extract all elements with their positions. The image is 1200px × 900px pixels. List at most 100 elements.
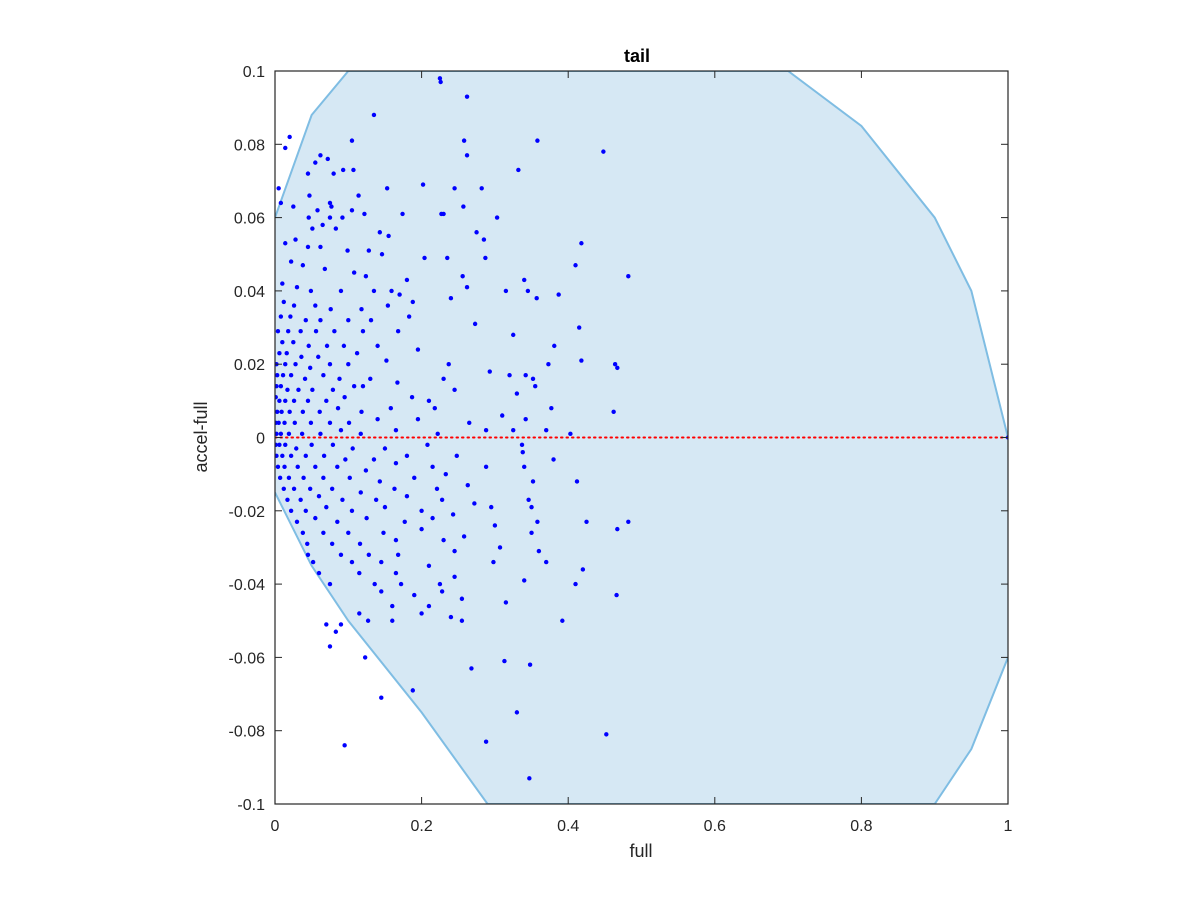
data-point — [351, 167, 356, 173]
data-point — [393, 460, 399, 466]
data-point — [338, 288, 344, 294]
data-point — [446, 362, 451, 367]
data-point — [360, 329, 366, 334]
data-point — [279, 409, 284, 415]
data-point — [337, 376, 342, 382]
data-point — [435, 431, 440, 437]
data-point — [362, 655, 368, 660]
data-point — [516, 167, 521, 173]
data-point — [280, 281, 285, 286]
data-point — [275, 464, 281, 470]
data-point — [306, 215, 311, 220]
data-point — [329, 541, 335, 546]
data-point — [573, 263, 578, 268]
data-point — [425, 442, 430, 448]
data-point — [313, 303, 318, 308]
data-point — [324, 398, 329, 404]
region-upper-boundary — [275, 71, 1008, 438]
data-point — [318, 153, 323, 158]
data-point — [479, 186, 484, 191]
data-point — [351, 383, 357, 389]
data-point — [511, 427, 516, 433]
data-point — [626, 519, 631, 524]
data-point — [441, 537, 446, 543]
data-point — [275, 409, 280, 415]
data-point — [461, 534, 467, 539]
data-point — [356, 193, 361, 198]
data-point — [448, 614, 454, 620]
data-point — [522, 464, 527, 470]
data-point — [530, 479, 536, 484]
data-point — [497, 545, 503, 550]
data-point — [357, 541, 363, 546]
data-point — [275, 383, 279, 389]
data-point — [275, 442, 278, 448]
data-point — [535, 519, 540, 524]
data-point — [448, 296, 454, 301]
data-point — [324, 622, 329, 627]
shaded-region — [275, 71, 1008, 804]
data-point — [422, 255, 427, 261]
data-point — [464, 285, 470, 290]
data-point — [317, 409, 322, 415]
data-point — [283, 398, 288, 404]
data-point — [331, 171, 336, 176]
data-point — [385, 303, 391, 308]
data-point — [346, 420, 352, 426]
data-point — [459, 596, 465, 601]
data-point — [327, 215, 333, 220]
data-point — [397, 292, 402, 297]
data-point — [392, 486, 397, 492]
y-tick-label: 0.1 — [243, 64, 265, 81]
data-point — [342, 743, 347, 748]
data-point — [349, 508, 355, 513]
data-point — [511, 332, 516, 338]
data-point — [522, 578, 527, 583]
data-point — [346, 530, 351, 535]
data-point — [347, 475, 352, 481]
data-point — [307, 486, 313, 492]
data-point — [576, 325, 582, 330]
data-point — [393, 570, 399, 576]
data-point — [293, 237, 298, 242]
data-point — [393, 427, 399, 433]
data-point — [320, 222, 325, 228]
data-point — [377, 479, 383, 484]
data-point — [321, 530, 326, 535]
data-point — [626, 274, 631, 279]
data-point — [574, 479, 580, 484]
data-point — [303, 318, 308, 323]
plot-area — [275, 71, 1008, 804]
data-point — [443, 471, 448, 477]
data-point — [283, 362, 288, 367]
data-point — [379, 559, 384, 565]
data-point — [318, 244, 323, 250]
data-point — [340, 167, 346, 173]
data-point — [400, 211, 405, 217]
data-point — [483, 255, 488, 261]
y-tick-label: 0.08 — [234, 137, 265, 154]
data-point — [313, 160, 318, 165]
y-axis-title: accel-full — [191, 401, 211, 472]
data-point — [322, 266, 328, 272]
data-point — [277, 351, 282, 356]
data-point — [276, 420, 281, 426]
data-point — [275, 394, 278, 400]
data-point — [519, 442, 525, 448]
data-point — [426, 603, 432, 609]
x-tick-label: 0.6 — [704, 818, 726, 835]
data-point — [409, 394, 415, 400]
data-point — [313, 329, 319, 334]
data-point — [288, 259, 294, 264]
data-point — [371, 457, 377, 462]
data-point — [611, 409, 616, 415]
data-point — [366, 248, 372, 253]
data-point — [469, 666, 474, 671]
data-point — [438, 79, 443, 85]
data-point — [459, 618, 465, 623]
data-point — [330, 442, 336, 448]
data-point — [426, 398, 432, 404]
data-point — [452, 548, 457, 554]
data-point — [363, 468, 369, 473]
data-point — [483, 739, 489, 744]
